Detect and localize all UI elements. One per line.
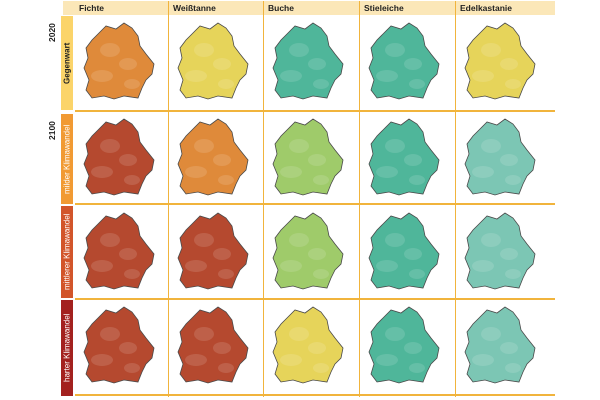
- year-label-2100: 2100: [47, 121, 57, 140]
- grid-vline-3: [359, 1, 360, 397]
- map-1-3: [269, 20, 347, 102]
- map-1-2: [174, 20, 252, 102]
- row-label-harter-klimawandel: harter Klimawandel: [61, 300, 73, 396]
- map-1-5: [461, 20, 539, 102]
- grid-hline-3: [75, 298, 555, 300]
- grid-hline-1: [75, 110, 555, 112]
- map-3-3: [269, 210, 347, 292]
- grid-hline-2: [75, 203, 555, 205]
- map-4-5: [461, 304, 539, 386]
- map-2-2: [174, 116, 252, 198]
- row-label-gegenwart: Gegenwart: [61, 16, 73, 110]
- row-label-mittlerer-klimawandel: mittlerer Klimawandel: [61, 206, 73, 298]
- grid-vline-1: [168, 1, 169, 397]
- column-header-weisstanne: Weißtanne: [173, 3, 216, 13]
- map-4-4: [365, 304, 443, 386]
- year-label-2020: 2020: [47, 23, 57, 42]
- map-1-4: [365, 20, 443, 102]
- map-2-4: [365, 116, 443, 198]
- map-4-2: [174, 304, 252, 386]
- grid-hline-4: [75, 394, 555, 396]
- map-2-3: [269, 116, 347, 198]
- map-3-2: [174, 210, 252, 292]
- map-3-4: [365, 210, 443, 292]
- map-1-1: [80, 20, 158, 102]
- column-header-edelkastanie: Edelkastanie: [460, 3, 512, 13]
- grid-vline-4: [455, 1, 456, 397]
- map-2-1: [80, 116, 158, 198]
- column-header-buche: Buche: [268, 3, 294, 13]
- map-4-1: [80, 304, 158, 386]
- column-header-fichte: Fichte: [79, 3, 105, 13]
- column-header-stieleiche: Stieleiche: [364, 3, 404, 13]
- map-3-5: [461, 210, 539, 292]
- row-label-milder-klimawandel: milder Klimawandel: [61, 114, 73, 204]
- column-header-strip: [63, 1, 555, 15]
- grid-vline-2: [263, 1, 264, 397]
- map-2-5: [461, 116, 539, 198]
- map-3-1: [80, 210, 158, 292]
- map-4-3: [269, 304, 347, 386]
